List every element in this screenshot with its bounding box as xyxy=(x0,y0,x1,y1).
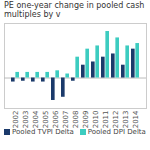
svg-text:2005: 2005 xyxy=(42,111,50,129)
svg-text:2013: 2013 xyxy=(122,111,130,129)
svg-text:2007: 2007 xyxy=(62,111,70,129)
svg-text:2006: 2006 xyxy=(52,110,60,128)
svg-text:2012: 2012 xyxy=(112,111,120,129)
svg-text:2014: 2014 xyxy=(132,110,140,128)
svg-text:2011: 2011 xyxy=(102,111,110,129)
svg-text:2009: 2009 xyxy=(82,111,90,129)
svg-text:2008: 2008 xyxy=(72,111,80,129)
html-text:PE one-year change in pooled c: PE one-year change in pooled cash multip… xyxy=(4,1,145,19)
svg-text:2002: 2002 xyxy=(12,111,20,129)
svg-text:2004: 2004 xyxy=(32,110,40,128)
html-text:Pooled DPI Delta: Pooled DPI Delta xyxy=(87,128,146,136)
svg-text:2010: 2010 xyxy=(92,111,100,129)
svg-text:2003: 2003 xyxy=(22,111,30,129)
html-text:Pooled TVPI Delta: Pooled TVPI Delta xyxy=(12,128,74,136)
